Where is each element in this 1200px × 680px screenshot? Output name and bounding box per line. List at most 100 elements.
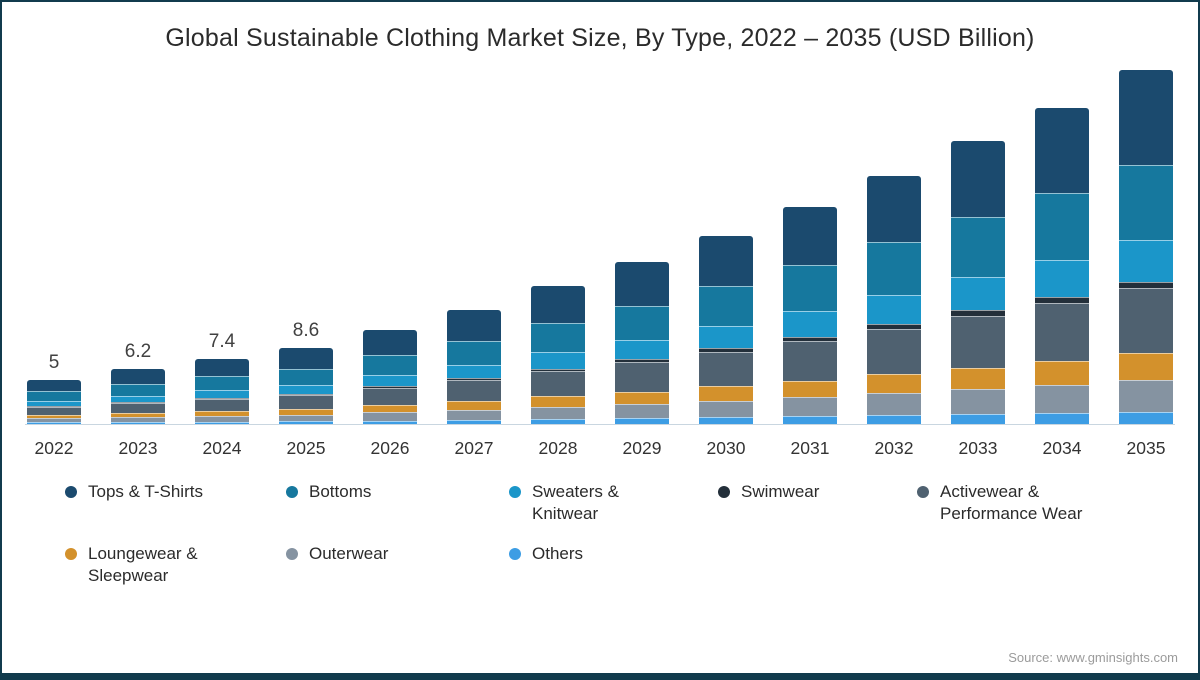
x-axis-label-2022: 2022 (34, 438, 74, 458)
bar-segment-others (699, 417, 753, 424)
bar-segment-activewear-performance-wear (363, 387, 417, 406)
bar-2030 (699, 235, 753, 424)
bar-segment-bottoms (951, 217, 1005, 278)
bar-segment-outerwear (363, 412, 417, 421)
bar-segment-bottoms (363, 355, 417, 376)
bar-segment-tops-t-shirts (1035, 108, 1089, 193)
bar-segment-others (363, 420, 417, 424)
bar-segment-others (1119, 411, 1173, 424)
bar-segment-swimwear (615, 359, 669, 362)
legend-label: Outerwear (309, 544, 389, 563)
bar-segment-loungewear-sleepwear (867, 374, 921, 394)
bar-segment-tops-t-shirts (615, 262, 669, 306)
legend-item-others: Others (509, 543, 583, 565)
bar-segment-loungewear-sleepwear (279, 408, 333, 415)
bar-segment-bottoms (27, 391, 81, 401)
bar-segment-outerwear (1035, 384, 1089, 413)
bar-value-label-2024: 7.4 (208, 330, 236, 352)
bar-segment-tops-t-shirts (447, 310, 501, 341)
bar-segment-swimwear (1119, 281, 1173, 289)
bar-segment-activewear-performance-wear (279, 394, 333, 409)
bar-segment-bottoms (447, 340, 501, 365)
legend-item-sweaters-knitwear: Sweaters & Knitwear (509, 481, 619, 525)
bar-segment-swimwear (363, 386, 417, 388)
legend-dot-icon (509, 548, 521, 560)
bar-segment-tops-t-shirts (951, 141, 1005, 218)
bar-segment-loungewear-sleepwear (111, 413, 165, 418)
bar-segment-tops-t-shirts (111, 369, 165, 385)
bar-2035 (1119, 69, 1173, 424)
x-axis-label-2031: 2031 (790, 438, 830, 458)
bar-segment-bottoms (111, 384, 165, 396)
bar-segment-tops-t-shirts (1119, 69, 1173, 165)
legend-item-bottoms: Bottoms (286, 481, 371, 503)
bar-segment-activewear-performance-wear (1119, 288, 1173, 354)
bar-segment-swimwear (783, 336, 837, 341)
bar-segment-outerwear (699, 400, 753, 418)
bar-segment-bottoms (615, 305, 669, 340)
bar-segment-tops-t-shirts (27, 379, 81, 392)
bar-segment-swimwear (1035, 296, 1089, 303)
bar-segment-sweaters-knitwear (447, 364, 501, 379)
bar-segment-others (447, 420, 501, 424)
x-axis-label-2030: 2030 (706, 438, 746, 458)
bar-segment-swimwear (195, 397, 249, 399)
bar-segment-outerwear (867, 393, 921, 416)
bar-segment-swimwear (447, 378, 501, 381)
source-credit: Source: www.gminsights.com (1008, 650, 1178, 665)
bar-value-label-2022: 5 (48, 351, 60, 373)
legend-label: Tops & T-Shirts (88, 482, 203, 501)
bar-segment-others (867, 415, 921, 424)
legend-item-loungewear-sleepwear: Loungewear & Sleepwear (65, 543, 198, 587)
bar-segment-sweaters-knitwear (1035, 259, 1089, 297)
bar-segment-others (27, 422, 81, 424)
bar-2034 (1035, 108, 1089, 424)
legend-dot-icon (286, 486, 298, 498)
legend-label: Activewear & Performance Wear (940, 482, 1083, 523)
x-axis-label-2029: 2029 (622, 438, 662, 458)
bar-segment-sweaters-knitwear (195, 390, 249, 398)
legend-dot-icon (718, 486, 730, 498)
bar-segment-loungewear-sleepwear (951, 367, 1005, 389)
bar-segment-outerwear (615, 403, 669, 419)
bar-segment-outerwear (279, 414, 333, 422)
bar-segment-tops-t-shirts (531, 286, 585, 324)
bar-segment-sweaters-knitwear (1119, 239, 1173, 282)
legend-label: Bottoms (309, 482, 372, 501)
bar-segment-swimwear (951, 310, 1005, 316)
bar-segment-outerwear (27, 418, 81, 423)
bar-segment-outerwear (195, 415, 249, 422)
legend-item-swimwear: Swimwear (718, 481, 819, 503)
legend-dot-icon (917, 486, 929, 498)
bar-segment-activewear-performance-wear (111, 403, 165, 414)
legend-dot-icon (509, 486, 521, 498)
bar-segment-sweaters-knitwear (279, 384, 333, 394)
bar-segment-bottoms (1119, 164, 1173, 240)
x-axis-label-2028: 2028 (538, 438, 578, 458)
bar-segment-loungewear-sleepwear (1035, 360, 1089, 385)
bar-segment-tops-t-shirts (363, 329, 417, 355)
bar-segment-activewear-performance-wear (615, 361, 669, 392)
x-axis-label-2025: 2025 (286, 438, 326, 458)
legend-item-tops-t-shirts: Tops & T-Shirts (65, 481, 203, 503)
bar-segment-sweaters-knitwear (363, 375, 417, 387)
bar-segment-activewear-performance-wear (1035, 302, 1089, 361)
bar-segment-loungewear-sleepwear (27, 415, 81, 419)
bar-value-label-2025: 8.6 (292, 320, 320, 342)
bar-segment-others (615, 418, 669, 424)
bar-segment-activewear-performance-wear (447, 380, 501, 402)
bar-segment-activewear-performance-wear (951, 315, 1005, 368)
bar-segment-outerwear (783, 397, 837, 417)
bar-segment-loungewear-sleepwear (447, 401, 501, 410)
bar-segment-tops-t-shirts (699, 235, 753, 287)
bar-segment-others (111, 422, 165, 424)
x-axis-label-2034: 2034 (1042, 438, 1082, 458)
bar-segment-swimwear (699, 348, 753, 352)
bar-2031 (783, 206, 837, 424)
bar-value-label-2023: 6.2 (124, 341, 152, 363)
bar-segment-loungewear-sleepwear (615, 391, 669, 404)
bar-segment-tops-t-shirts (783, 206, 837, 266)
bar-segment-loungewear-sleepwear (531, 396, 585, 407)
bar-segment-loungewear-sleepwear (1119, 353, 1173, 381)
legend-item-activewear-performance-wear: Activewear & Performance Wear (917, 481, 1082, 525)
